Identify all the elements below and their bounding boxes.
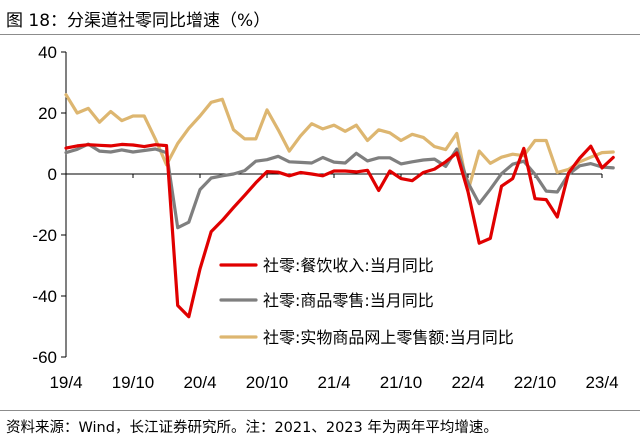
y-tick-label: 20: [38, 104, 57, 123]
series-line-1: [64, 142, 615, 319]
legend-label-2: 社零:商品零售:当月同比: [263, 291, 434, 310]
x-tick-label: 21/10: [380, 373, 423, 392]
title-divider: [0, 34, 640, 35]
x-tick-label: 19/10: [112, 373, 155, 392]
footer-divider: [0, 410, 640, 411]
line-chart: 40 20 0 -20 -40 -60 19/4 19/10 20/4 20/10 21/4 21/1…: [32, 43, 618, 392]
chart-series-group: [64, 93, 615, 319]
source-note: 资料来源：Wind，长江证券研究所。注：2021、2023 年为两年平均增速。: [6, 420, 498, 436]
series-line-2: [64, 142, 615, 230]
x-tick-label: 21/4: [317, 373, 350, 392]
y-tick-label: 40: [38, 43, 57, 62]
chart-legend: 社零:餐饮收入:当月同比社零:商品零售:当月同比社零:实物商品网上零售额:当月同…: [219, 256, 514, 347]
chart-title: 图 18：分渠道社零同比增速（%）: [6, 11, 271, 31]
x-tick-label: 19/4: [49, 373, 82, 392]
x-tick-label: 23/4: [585, 373, 618, 392]
y-tick-label: -60: [32, 348, 57, 367]
x-tick-label: 22/10: [514, 373, 557, 392]
legend-label-1: 社零:餐饮收入:当月同比: [263, 256, 434, 275]
chart-axes: 40 20 0 -20 -40 -60 19/4 19/10 20/4 20/10 21/4 21/1…: [32, 43, 618, 392]
y-tick-label: 0: [48, 165, 57, 184]
legend-label-3: 社零:实物商品网上零售额:当月同比: [263, 328, 514, 347]
x-tick-label: 20/10: [246, 373, 289, 392]
y-tick-label: -20: [32, 226, 57, 245]
x-tick-label: 20/4: [183, 373, 216, 392]
y-tick-label: -40: [32, 287, 57, 306]
x-tick-label: 22/4: [451, 373, 484, 392]
